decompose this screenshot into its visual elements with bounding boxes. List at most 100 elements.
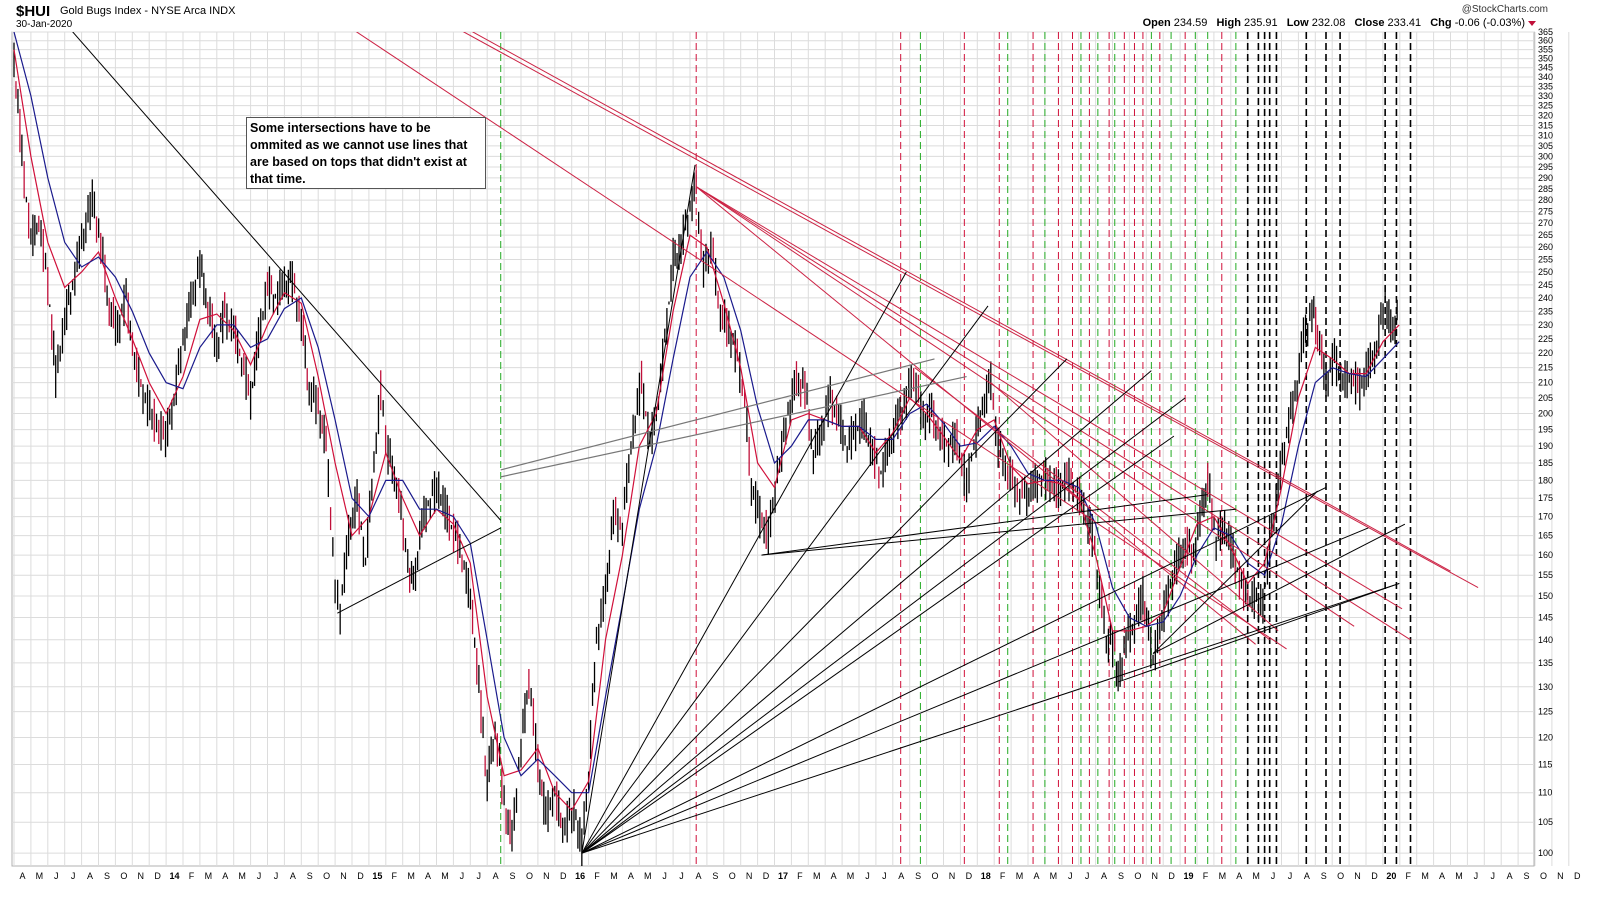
y-tick-label: 205 — [1538, 393, 1553, 403]
x-tick-label: F — [594, 871, 600, 881]
y-tick-label: 185 — [1538, 458, 1553, 468]
x-tick-label: S — [915, 871, 921, 881]
x-tick-label: O — [932, 871, 939, 881]
y-tick-label: 145 — [1538, 613, 1553, 623]
price-bars — [13, 42, 1398, 866]
y-tick-label: 160 — [1538, 550, 1553, 560]
y-tick-label: 105 — [1538, 817, 1553, 827]
y-tick-label: 210 — [1538, 378, 1553, 388]
x-tick-label: 17 — [778, 871, 788, 881]
x-tick-label: 16 — [575, 871, 585, 881]
x-tick-label: F — [1406, 871, 1412, 881]
trendlines — [72, 32, 1479, 854]
x-tick-label: A — [425, 871, 431, 881]
trendline-black — [761, 494, 1208, 556]
y-tick-label: 270 — [1538, 218, 1553, 228]
x-tick-label: J — [71, 871, 76, 881]
x-tick-label: D — [763, 871, 770, 881]
x-tick-label: O — [1134, 871, 1141, 881]
y-tick-label: 120 — [1538, 733, 1553, 743]
trendline-red — [914, 367, 1270, 641]
x-tick-label: F — [392, 871, 398, 881]
trendline-gray — [500, 358, 935, 471]
y-tick-label: 165 — [1538, 531, 1553, 541]
x-tick-label: A — [1304, 871, 1310, 881]
y-tick-label: 340 — [1538, 72, 1553, 82]
y-tick-label: 175 — [1538, 493, 1553, 503]
chart-instrument-name: Gold Bugs Index - NYSE Arca INDX — [60, 5, 236, 17]
chg-label: Chg — [1430, 17, 1452, 29]
chart-date: 30-Jan-2020 — [16, 19, 73, 30]
y-tick-label: 240 — [1538, 293, 1553, 303]
x-tick-label: J — [1491, 871, 1496, 881]
close-value: 233.41 — [1387, 17, 1422, 29]
ma-slow-line — [13, 32, 1400, 794]
trendline-gray — [500, 376, 967, 478]
x-tick-label: O — [1540, 871, 1547, 881]
x-tick-label: S — [104, 871, 110, 881]
x-tick-label: M — [407, 871, 415, 881]
x-tick-label: F — [797, 871, 803, 881]
x-tick-label: O — [323, 871, 330, 881]
x-tick-label: 14 — [170, 871, 180, 881]
trendline-black — [581, 164, 696, 854]
y-tick-label: 150 — [1538, 591, 1553, 601]
low-value: 232.08 — [1311, 17, 1346, 29]
x-tick-label: D — [1371, 871, 1378, 881]
trendline-red — [990, 382, 1279, 632]
y-tick-label: 275 — [1538, 207, 1553, 217]
trendline-red — [695, 186, 1355, 627]
trendline-black — [581, 487, 1327, 854]
y-tick-label: 305 — [1538, 141, 1553, 151]
y-tick-label: 360 — [1538, 36, 1553, 46]
annotation-note: Some intersections have to be ommited as… — [246, 117, 486, 189]
x-axis-ticks: A M J J A S O N D 14 F M A M J J A S O N D 15 F M A M J J A S O N D 16 F M A… — [19, 871, 1581, 881]
ohlc-readout: Open 234.59 High 235.91 Low 232.08 Close… — [1143, 17, 1536, 29]
close-label: Close — [1354, 17, 1385, 29]
trendline-red — [471, 32, 1451, 572]
y-axis-ticks: 100 105 110 115 120 125 130 135 140 145 150 155 160 1… — [1538, 27, 1553, 858]
y-tick-label: 265 — [1538, 230, 1553, 240]
y-tick-label: 345 — [1538, 63, 1553, 73]
x-tick-label: N — [1354, 871, 1361, 881]
x-tick-label: J — [257, 871, 262, 881]
x-tick-label: 19 — [1184, 871, 1194, 881]
x-tick-label: A — [898, 871, 904, 881]
y-tick-label: 230 — [1538, 320, 1553, 330]
y-tick-label: 110 — [1538, 788, 1552, 798]
trendline-black — [581, 435, 1175, 854]
x-tick-label: J — [679, 871, 684, 881]
x-tick-label: D — [560, 871, 567, 881]
x-tick-label: J — [460, 871, 465, 881]
x-tick-label: O — [120, 871, 127, 881]
x-tick-label: A — [831, 871, 837, 881]
ma-fast-line — [13, 49, 1400, 812]
y-tick-label: 235 — [1538, 306, 1553, 316]
y-tick-label: 255 — [1538, 254, 1553, 264]
x-tick-label: D — [357, 871, 364, 881]
moving-averages — [13, 32, 1400, 812]
x-tick-label: A — [695, 871, 701, 881]
trendline-black — [581, 397, 1186, 854]
y-tick-label: 170 — [1538, 512, 1553, 522]
x-tick-label: A — [1507, 871, 1513, 881]
x-tick-label: S — [1118, 871, 1124, 881]
x-tick-label: A — [290, 871, 296, 881]
x-tick-label: N — [340, 871, 347, 881]
x-tick-label: M — [1016, 871, 1024, 881]
high-value: 235.91 — [1243, 17, 1278, 29]
y-tick-label: 300 — [1538, 151, 1553, 161]
x-tick-label: J — [1288, 871, 1293, 881]
trendline-red — [695, 186, 1403, 610]
x-tick-label: M — [1455, 871, 1463, 881]
x-tick-label: J — [274, 871, 279, 881]
x-tick-label: M — [847, 871, 855, 881]
chg-value: -0.06 (-0.03%) — [1454, 17, 1525, 29]
y-tick-label: 260 — [1538, 242, 1553, 252]
x-tick-label: J — [1271, 871, 1276, 881]
trendline-black — [581, 527, 1369, 854]
y-tick-label: 365 — [1538, 27, 1553, 37]
x-tick-label: D — [154, 871, 161, 881]
x-tick-label: J — [477, 871, 482, 881]
